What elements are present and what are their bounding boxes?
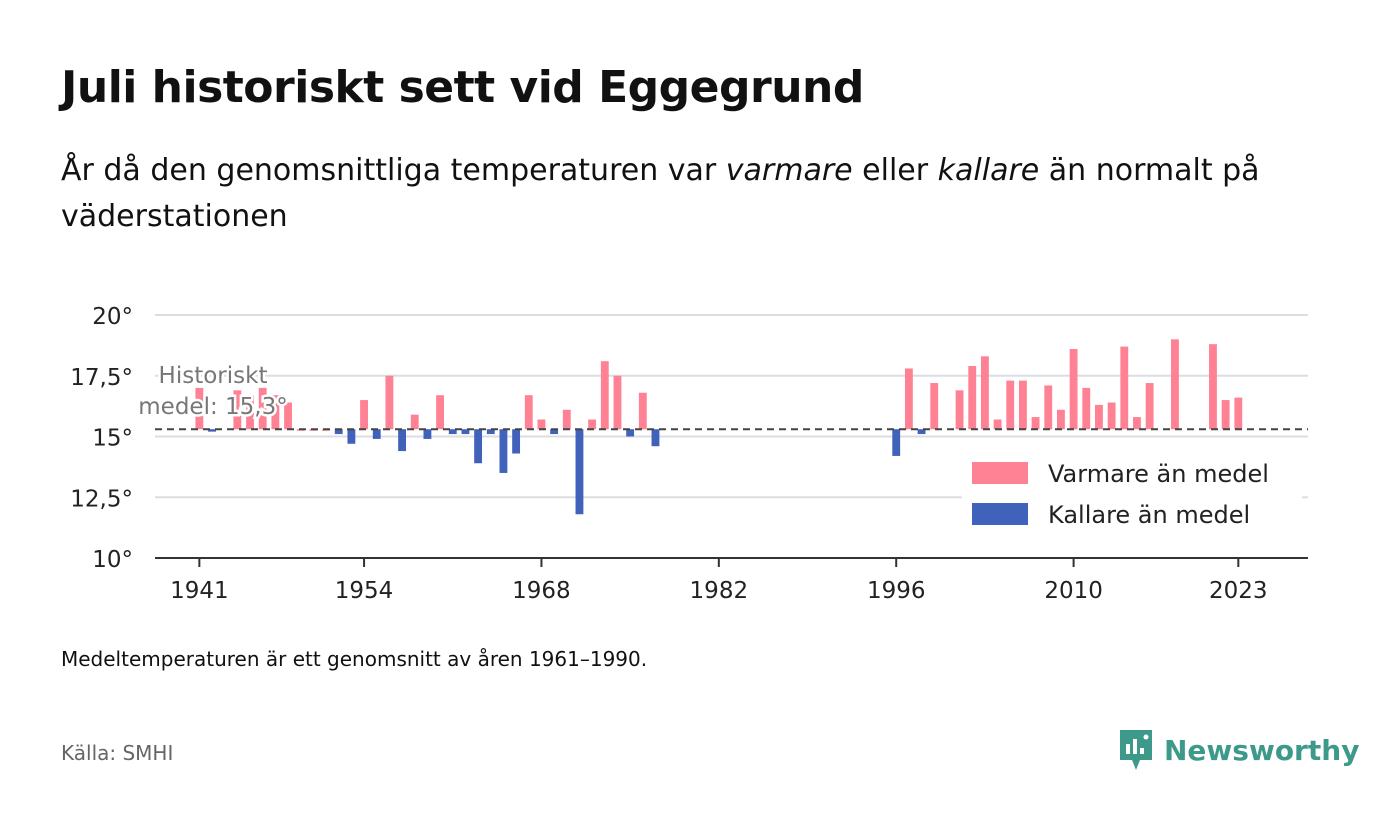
bar-warm xyxy=(524,395,533,430)
bar-cold xyxy=(347,429,356,444)
bar-warm xyxy=(1145,383,1154,430)
bars xyxy=(195,339,1243,515)
chart-title: Juli historiskt sett vid Eggegrund xyxy=(61,62,864,113)
newsworthy-logo-icon xyxy=(1120,730,1152,770)
bar-warm xyxy=(968,366,977,430)
bar-warm xyxy=(930,383,939,430)
y-tick-label: 12,5° xyxy=(70,486,133,512)
bar-warm xyxy=(1082,387,1091,430)
x-tick-label: 1982 xyxy=(690,578,749,604)
brand-logo: Newsworthy xyxy=(1118,727,1359,773)
y-ticks: 10° 12,5° 15° 17,5° 20° xyxy=(70,304,133,573)
bar-warm xyxy=(562,409,571,430)
baseline-label-line: Historiskt xyxy=(159,363,268,389)
bar-warm xyxy=(385,375,394,430)
bar-cold xyxy=(892,429,901,456)
baseline-label: Historiskt medel: 15,3° xyxy=(136,361,290,423)
legend-label-cold: Kallare än medel xyxy=(1048,501,1250,529)
bar-warm xyxy=(955,390,964,430)
x-tick-label: 1954 xyxy=(335,578,394,604)
bar-warm xyxy=(233,390,242,430)
bar-warm xyxy=(1018,380,1027,430)
bar-warm xyxy=(436,395,445,430)
bar-warm xyxy=(1006,380,1015,430)
bar-warm xyxy=(904,368,913,430)
bar-warm xyxy=(410,414,419,430)
bar-warm xyxy=(1095,404,1103,430)
bar-cold xyxy=(626,429,635,437)
bar-cold xyxy=(398,429,406,452)
legend: Varmare än medel Kallare än medel xyxy=(962,452,1302,544)
source-text: Källa: SMHI xyxy=(61,741,174,765)
x-tick-label: 1996 xyxy=(867,578,926,604)
bar-cold xyxy=(461,429,470,435)
bar-warm xyxy=(600,361,609,430)
bar-cold xyxy=(512,429,521,454)
y-tick-label: 10° xyxy=(92,547,133,573)
bar-warm xyxy=(1044,385,1053,430)
footnote: Medeltemperaturen är ett genomsnitt av å… xyxy=(61,647,648,671)
bar-warm xyxy=(1057,409,1065,430)
brand-name: Newsworthy xyxy=(1164,733,1360,767)
x-ticks: 1941 1954 1968 1982 1996 2010 2023 xyxy=(170,558,1268,604)
legend-swatch-cold xyxy=(972,503,1028,525)
bar-warm xyxy=(1107,402,1116,430)
bar-cold xyxy=(651,429,660,447)
bar-warm xyxy=(613,375,622,430)
x-tick-label: 1968 xyxy=(512,578,571,604)
chart-subtitle: År då den genomsnittliga temperaturen va… xyxy=(61,148,1321,240)
subtitle-warm-word: varmare xyxy=(725,153,853,188)
x-tick-label: 2023 xyxy=(1209,578,1268,604)
bar-warm xyxy=(1120,346,1129,430)
baseline-label-line: medel: 15,3° xyxy=(138,394,287,420)
bar-cold xyxy=(372,429,381,439)
bar-warm xyxy=(980,356,989,430)
bar-cold xyxy=(486,429,495,435)
legend-swatch-warm xyxy=(972,462,1028,484)
bar-cold xyxy=(575,429,584,515)
bar-warm xyxy=(638,392,647,430)
bar-warm xyxy=(1221,400,1230,430)
bar-warm xyxy=(284,402,292,430)
bar-warm xyxy=(1234,397,1243,430)
y-tick-label: 20° xyxy=(92,304,133,330)
subtitle-part-1: År då den genomsnittliga temperaturen va… xyxy=(61,153,726,188)
bar-warm xyxy=(195,387,204,430)
bar-warm xyxy=(1209,344,1217,430)
bar-warm xyxy=(1069,349,1078,430)
bar-cold xyxy=(334,429,343,435)
bar-warm xyxy=(271,395,280,430)
bar-cold xyxy=(550,429,559,435)
bar-cold xyxy=(423,429,432,439)
bar-warm xyxy=(1031,417,1040,430)
bar-warm xyxy=(1133,417,1141,430)
bar-warm xyxy=(1171,339,1179,430)
y-tick-label: 15° xyxy=(92,426,133,452)
bar-warm xyxy=(588,419,597,430)
bar-warm xyxy=(993,419,1002,430)
x-tick-label: 2010 xyxy=(1044,578,1103,604)
subtitle-part-2: eller xyxy=(852,153,938,188)
bar-cold xyxy=(208,429,216,432)
bar-cold xyxy=(474,429,483,464)
legend-label-warm: Varmare än medel xyxy=(1048,460,1269,488)
bar-cold xyxy=(917,429,926,435)
bar-warm xyxy=(258,387,267,430)
subtitle-part-3: än normalt på väderstationen xyxy=(61,153,1260,234)
bar-cold xyxy=(448,429,457,435)
bar-warm xyxy=(537,419,546,430)
temperature-bar-chart: 1941 1954 1968 1982 1996 2010 2023 10° 12,5° 15°… xyxy=(70,304,1308,604)
bar-cold xyxy=(499,429,508,473)
subtitle-cold-word: kallare xyxy=(937,153,1040,188)
bar-warm xyxy=(246,395,254,430)
y-tick-label: 17,5° xyxy=(70,365,133,391)
x-tick-label: 1941 xyxy=(170,578,229,604)
bar-warm xyxy=(360,400,368,430)
